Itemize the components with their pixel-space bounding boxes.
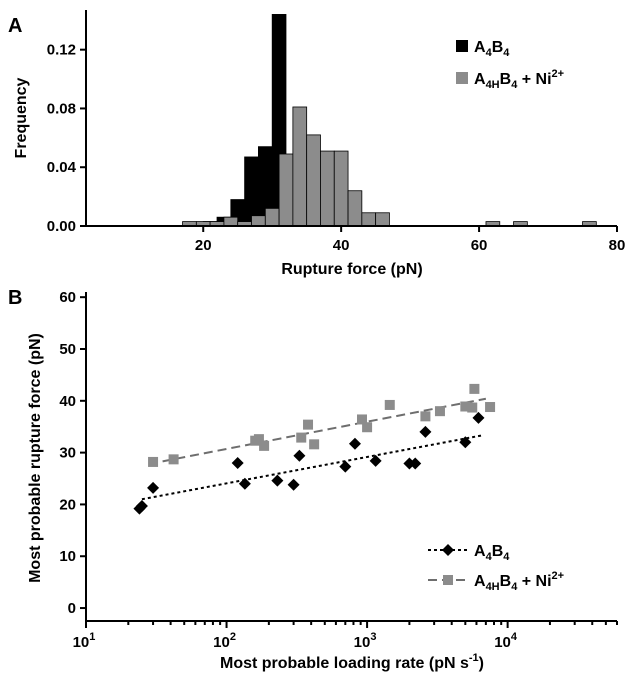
a-x-tick-label: 40 (333, 237, 350, 254)
a4hb4-ni-data-point (384, 399, 395, 410)
a-x-tick-label: 60 (471, 237, 488, 254)
b-fit-lines (141, 397, 487, 501)
a-y-axis-title: Frequency (13, 77, 30, 158)
a4b4-data-point (293, 449, 306, 462)
b-x-tick-label: 101 (73, 631, 96, 651)
a4hb4-ni-data-point (460, 401, 471, 412)
a-y-tick-label: 0.08 (47, 100, 76, 117)
a4hb4-ni-data-point (420, 411, 431, 422)
a4b4-data-point (271, 474, 284, 487)
b-legend: A4B4 A4HB4 + Ni2+ (428, 543, 564, 593)
b-x-axis-title: Most probable loading rate (pN s-1) (220, 652, 484, 672)
b-y-tick-label: 50 (59, 341, 76, 358)
a4hb4-ni-bars (182, 106, 597, 227)
panel-b-label: B (8, 287, 22, 309)
a4hb4-ni-fit-line (148, 397, 487, 465)
legend-a4hb4-swatch (456, 72, 468, 84)
a4hb4-ni-bar (347, 190, 363, 227)
b-x-ticks: 101 102 103 104 (73, 621, 618, 651)
a4b4-bars (202, 14, 287, 227)
a4hb4-ni-bar (361, 212, 377, 227)
b-y-ticks: 0 10 20 30 40 50 60 (59, 289, 86, 617)
a-y-tick-label: 0.12 (47, 42, 76, 59)
legend-a4b4-swatch (456, 40, 468, 52)
a4b4-data-point (238, 477, 251, 490)
a4hb4-ni-data-point (362, 422, 373, 433)
legend-a4hb4-label: A4HB4 + Ni2+ (474, 68, 564, 91)
a-x-axis-title: Rupture force (pN) (281, 261, 422, 278)
a4b4-data-point (348, 437, 361, 450)
b-y-tick-label: 60 (59, 289, 76, 306)
a4hb4-ni-data-point (309, 439, 320, 450)
a4b4-data-point (135, 499, 148, 512)
a4hb4-ni-bar (292, 106, 308, 227)
a4hb4-ni-data-point (253, 434, 264, 445)
a-x-ticks: 20 40 60 80 (195, 226, 625, 254)
b-y-tick-label: 10 (59, 548, 76, 565)
b-y-tick-label: 20 (59, 496, 76, 513)
b-x-tick-label: 104 (494, 631, 518, 651)
a4hb4-ni-data-point (357, 414, 368, 425)
b-y-tick-label: 40 (59, 393, 76, 410)
a4hb4-ni-data-point (148, 456, 159, 467)
a-legend: A4B4 A4HB4 + Ni2+ (456, 39, 564, 91)
a4hb4-ni-data-point (467, 402, 478, 413)
a4hb4-ni-bar (264, 207, 280, 227)
b-x-tick-label: 103 (354, 631, 377, 651)
legend-b-a4hb4-label: A4HB4 + Ni2+ (474, 570, 564, 593)
a4b4-data-point (419, 425, 432, 438)
a4hb4-ni-bar (278, 153, 294, 227)
a-x-tick-label: 20 (195, 237, 212, 254)
b-x-tick-label: 102 (213, 631, 236, 651)
a4hb4-ni-data-point (485, 402, 496, 413)
a-y-tick-label: 0.04 (47, 159, 77, 176)
a4b4-data-point (287, 478, 300, 491)
a4hb4-ni-data-point (296, 432, 307, 443)
legend-b-a4b4-label: A4B4 (474, 543, 510, 563)
a4hb4-ni-bar (320, 150, 335, 227)
b-y-tick-label: 0 (68, 600, 76, 617)
a-y-ticks: 0.00 0.04 0.08 0.12 (47, 42, 86, 235)
panel-a-label: A (8, 15, 22, 37)
legend-a4b4-label: A4B4 (474, 39, 510, 59)
a4hb4-ni-data-point (434, 406, 445, 417)
a-x-tick-label: 80 (609, 237, 626, 254)
b-y-axis-title: Most probable rupture force (pN) (27, 333, 44, 583)
a4hb4-ni-bar (306, 134, 321, 227)
a4b4-data-point (147, 481, 160, 494)
b-y-tick-label: 30 (59, 445, 76, 462)
legend-b-a4b4-marker (442, 544, 454, 556)
a4b4-data-point (231, 456, 244, 469)
a4hb4-ni-data-point (303, 419, 314, 430)
a4hb4-ni-bar (223, 216, 239, 227)
a4hb4-ni-data-point (259, 440, 270, 451)
panel-a-histogram: 20 40 60 80 0.00 0.04 0.08 0.12 Rupture force … (13, 10, 625, 278)
a4b4-data-point (339, 460, 352, 473)
legend-b-a4hb4-marker (443, 575, 453, 585)
a4hb4-ni-bar (251, 215, 266, 227)
a4hb4-ni-bar (333, 150, 349, 227)
a4b4-data-point (459, 436, 472, 449)
a4hb4-ni-bar (375, 212, 390, 227)
panel-b-scatter: 101 102 103 104 0 10 20 30 40 50 60 Most probable… (27, 289, 618, 672)
a4b4-data-point (409, 457, 422, 470)
a4hb4-ni-data-point (168, 454, 179, 465)
a4b4-data-point (369, 454, 382, 467)
a4b4-data-point (472, 411, 485, 424)
a-y-tick-label: 0.00 (47, 218, 76, 235)
a4hb4-ni-data-point (469, 383, 480, 394)
b-data-points (133, 383, 496, 515)
